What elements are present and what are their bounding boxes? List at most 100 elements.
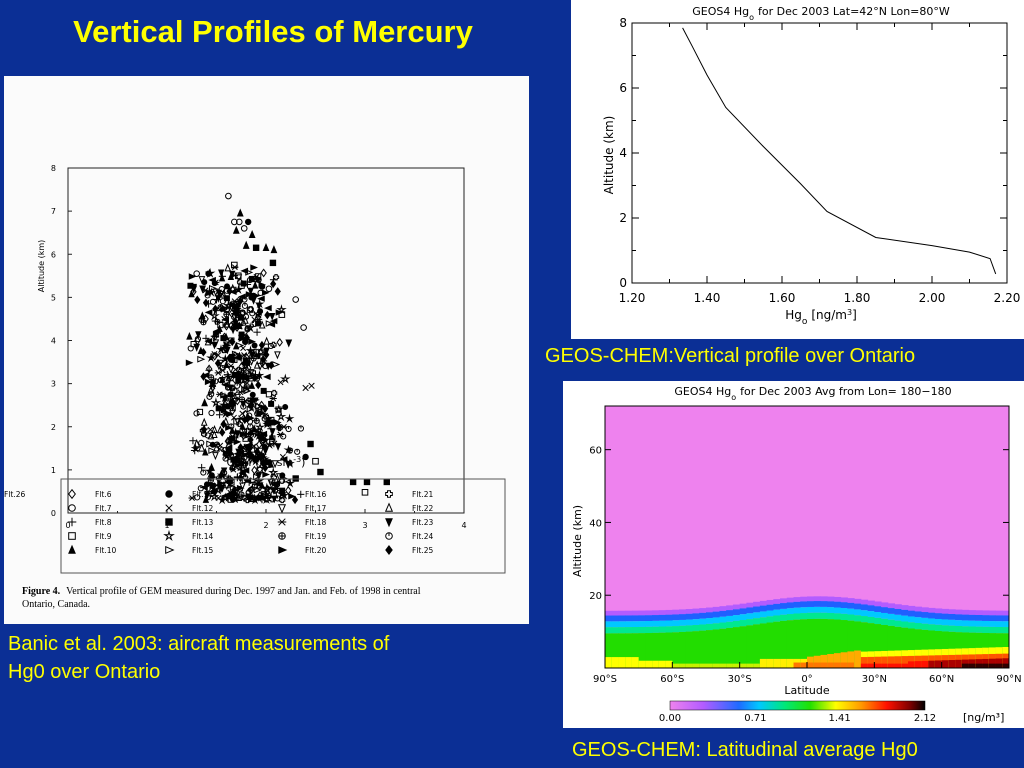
heatmap-cell — [813, 606, 821, 613]
heatmap-cell — [921, 612, 929, 618]
heatmap-cell — [813, 596, 821, 602]
scatter-point — [236, 208, 244, 217]
scatter-point — [245, 269, 254, 276]
scatter-point — [254, 370, 265, 380]
scatter-point — [235, 274, 243, 283]
scatter-point — [241, 302, 249, 309]
scatter-point — [194, 494, 201, 501]
heatmap-cell — [638, 660, 646, 668]
scatter-point — [253, 417, 260, 425]
caption-aircraft: Banic et al. 2003: aircraft measurements… — [8, 630, 528, 686]
heatmap-cell — [948, 614, 956, 620]
scatter-point — [217, 485, 225, 494]
heatmap-cell — [840, 662, 848, 668]
scatter-point — [233, 306, 240, 313]
heatmap-cell — [685, 609, 694, 614]
geos-profile-panel: GEOS4 Hgo for Dec 2003 Lat=42°N Lon=80°W … — [571, 0, 1024, 339]
heatmap-cell — [908, 628, 916, 668]
heatmap-cell — [699, 624, 707, 631]
scatter-point — [285, 478, 296, 488]
scatter-point — [229, 465, 236, 472]
heatmap-cell — [605, 657, 613, 668]
scatter-point — [234, 308, 241, 317]
heatmap-cell — [672, 632, 680, 668]
heatmap-cell — [786, 608, 795, 615]
scatter-point — [263, 350, 270, 360]
scatter-point — [276, 424, 283, 432]
heatmap-cell — [867, 611, 875, 617]
scatter-point — [215, 289, 223, 298]
heatmap-cell — [847, 602, 855, 609]
legend-symbol — [165, 490, 173, 498]
scatter-point — [215, 352, 222, 359]
heatmap-cell — [854, 615, 862, 622]
legend-label: Flt.15 — [192, 546, 213, 555]
heatmap-cell — [833, 601, 842, 608]
heatmap-cell — [753, 612, 761, 619]
profile-x-tick-label: 1.40 — [694, 291, 721, 305]
scatter-point — [242, 240, 250, 249]
scatter-point — [252, 292, 261, 299]
heatmap-cell — [807, 606, 815, 613]
scatter-point — [236, 342, 245, 349]
scatter-point — [265, 285, 273, 293]
heatmap-cell — [901, 609, 909, 616]
heatmap-cell — [712, 617, 720, 624]
heatmap-cell — [658, 614, 667, 621]
scatter-point — [229, 270, 236, 279]
scatter-point — [208, 374, 215, 381]
heatmap-cell — [961, 626, 970, 633]
heatmap-cell — [665, 620, 673, 627]
scatter-point — [204, 309, 213, 316]
heatmap-cell — [928, 607, 936, 613]
heatmap-cell — [679, 625, 687, 632]
heatmap-cell — [995, 626, 1003, 634]
heatmap-cell — [793, 601, 801, 608]
scatter-point — [207, 431, 215, 440]
legend-symbol — [68, 488, 76, 500]
heatmap-x-tick-label: 60°S — [660, 674, 684, 685]
scatter-point — [223, 295, 230, 302]
heatmap-x-tick-label: 60°N — [929, 674, 954, 685]
scatter-point — [250, 424, 258, 433]
heatmap-cell — [618, 610, 626, 616]
scatter-point — [221, 492, 229, 499]
heatmap-cell — [719, 622, 727, 629]
scatter-point — [205, 270, 212, 277]
scatter-point — [239, 317, 247, 326]
heatmap-cell — [860, 599, 869, 605]
legend-label: Flt.23 — [412, 518, 433, 527]
scatter-y-tick-label: 4 — [51, 337, 56, 346]
heatmap-cell — [988, 621, 997, 627]
heatmap-cell — [820, 606, 828, 613]
heatmap-cell — [679, 619, 687, 626]
heatmap-cell — [679, 609, 687, 615]
heatmap-cell — [975, 663, 983, 668]
scatter-point — [302, 453, 309, 461]
heatmap-cell — [759, 605, 768, 612]
legend-symbol — [68, 504, 76, 512]
scatter-point — [231, 387, 238, 394]
scatter-point — [215, 495, 222, 501]
heatmap-cell — [934, 613, 943, 619]
legend-symbol — [163, 529, 175, 541]
scatter-point — [229, 326, 237, 335]
scatter-point — [223, 321, 230, 331]
scatter-point — [280, 433, 287, 440]
scatter-point — [231, 371, 238, 378]
heatmap-cell — [995, 658, 1003, 668]
scatter-point — [239, 380, 247, 390]
scatter-point — [185, 359, 194, 366]
legend-label: Flt.25 — [412, 546, 433, 555]
scatter-point — [225, 403, 232, 410]
scatter-point — [233, 418, 240, 425]
heatmap-cell — [860, 622, 869, 668]
scatter-point — [253, 360, 261, 369]
heatmap-cell — [908, 622, 916, 629]
scatter-point — [248, 381, 256, 389]
heatmap-cell — [908, 616, 916, 623]
heatmap-cell — [840, 608, 848, 614]
scatter-point — [204, 300, 213, 308]
scatter-point — [250, 264, 258, 271]
heatmap-cell — [914, 617, 922, 624]
